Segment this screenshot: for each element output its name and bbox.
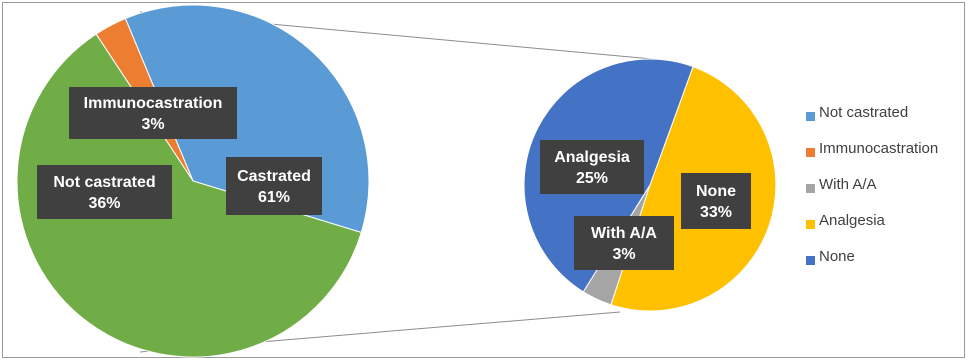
- legend-label-with-aa: With A/A: [819, 176, 877, 193]
- data-label-value-immunocastration: 3%: [141, 116, 164, 133]
- data-label-name-with-a-a: With A/A: [591, 225, 657, 242]
- legend-label-not-castrated: Not castrated: [819, 104, 909, 121]
- data-label-box-analgesia: [540, 140, 644, 194]
- data-label-immunocastration: Immunocastration 3%: [69, 87, 237, 139]
- legend-swatch-not-castrated: [806, 112, 815, 121]
- data-label-none: None 33%: [681, 173, 751, 229]
- legend-swatch-immunocastration: [806, 148, 815, 157]
- legend-swatch-with-aa: [806, 184, 815, 193]
- data-label-value-castrated: 61%: [258, 189, 290, 206]
- data-label-name-castrated: Castrated: [237, 168, 311, 185]
- data-label-box-none: [681, 173, 751, 229]
- legend-label-analgesia: Analgesia: [819, 212, 885, 229]
- data-label-castrated: Castrated 61%: [226, 157, 322, 215]
- legend-label-none: None: [819, 248, 855, 265]
- data-label-name-not-castrated: Not castrated: [53, 174, 155, 191]
- legend-swatch-analgesia: [806, 220, 815, 229]
- data-label-box-castrated: [226, 157, 322, 215]
- legend-swatch-none: [806, 256, 815, 265]
- data-label-name-none: None: [696, 183, 736, 200]
- data-label-not-castrated: Not castrated 36%: [37, 165, 172, 219]
- data-label-value-none: 33%: [700, 204, 732, 221]
- data-label-value-not-castrated: 36%: [88, 195, 120, 212]
- data-label-value-analgesia: 25%: [576, 170, 608, 187]
- data-label-box-not-castrated: [37, 165, 172, 219]
- legend-label-immunocastration: Immunocastration: [819, 140, 939, 157]
- data-label-with-a-a: With A/A 3%: [574, 216, 674, 270]
- data-label-name-analgesia: Analgesia: [554, 149, 630, 166]
- data-label-box-immunocastration: [69, 87, 237, 139]
- data-label-name-immunocastration: Immunocastration: [84, 95, 223, 112]
- data-label-box-with-a-a: [574, 216, 674, 270]
- data-label-value-with-a-a: 3%: [612, 246, 635, 263]
- data-label-analgesia: Analgesia 25%: [540, 140, 644, 194]
